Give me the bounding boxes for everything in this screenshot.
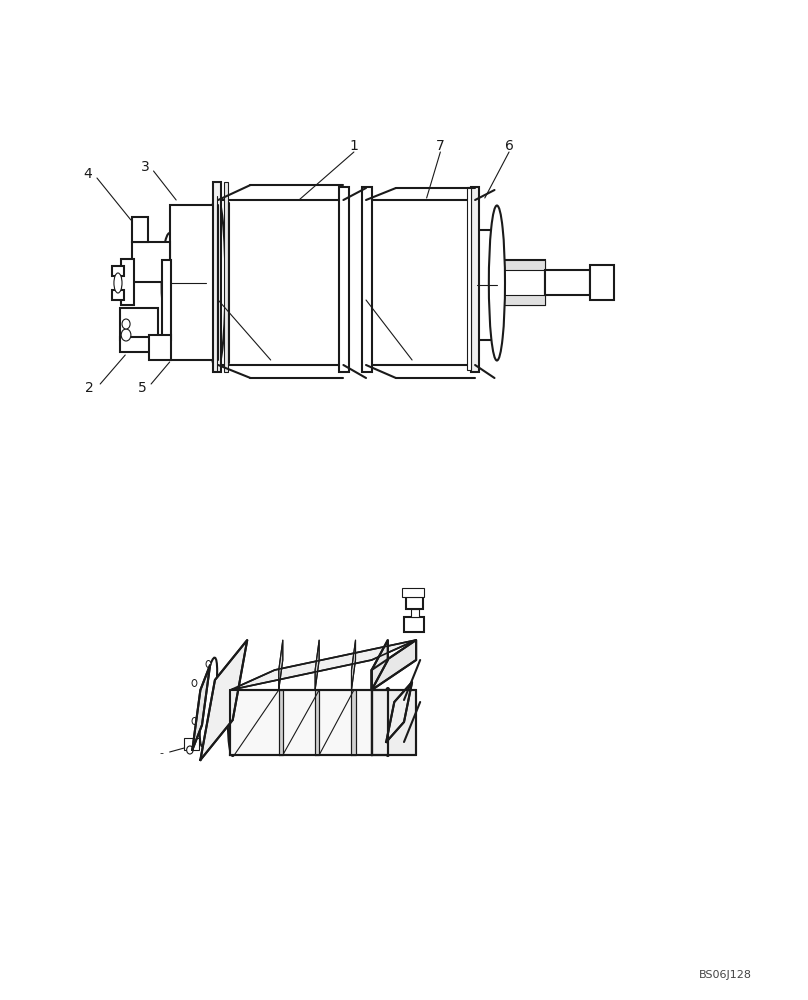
Bar: [467, 187, 471, 370]
Polygon shape: [230, 690, 372, 755]
Polygon shape: [351, 690, 356, 755]
Polygon shape: [230, 640, 416, 690]
Bar: [406, 597, 423, 609]
Ellipse shape: [200, 658, 217, 746]
Ellipse shape: [121, 329, 131, 341]
Bar: [366, 200, 475, 365]
Ellipse shape: [187, 746, 193, 754]
Polygon shape: [315, 640, 319, 690]
Bar: [501, 260, 545, 270]
Ellipse shape: [489, 206, 505, 360]
Ellipse shape: [383, 688, 393, 756]
Ellipse shape: [192, 718, 197, 724]
Ellipse shape: [220, 718, 225, 724]
Bar: [590, 265, 614, 300]
Bar: [112, 266, 124, 276]
Bar: [170, 205, 218, 360]
Ellipse shape: [208, 196, 225, 370]
Bar: [471, 187, 479, 372]
Text: 2: 2: [85, 381, 93, 395]
Bar: [339, 187, 349, 372]
Bar: [218, 200, 343, 365]
Text: BS06J128: BS06J128: [698, 970, 751, 980]
Text: 5: 5: [138, 381, 146, 395]
Text: 3: 3: [141, 160, 149, 174]
Text: 4: 4: [83, 167, 91, 181]
Polygon shape: [192, 665, 210, 750]
Ellipse shape: [192, 680, 197, 686]
Bar: [545, 270, 590, 295]
Text: 1: 1: [350, 139, 358, 153]
Polygon shape: [386, 682, 412, 742]
Bar: [501, 260, 545, 305]
Bar: [477, 230, 497, 340]
Bar: [402, 588, 424, 597]
Bar: [404, 617, 424, 632]
Ellipse shape: [122, 319, 130, 329]
Bar: [213, 182, 221, 372]
Text: -: -: [160, 748, 163, 758]
Polygon shape: [200, 640, 247, 760]
Bar: [120, 337, 170, 352]
Ellipse shape: [114, 273, 122, 293]
Bar: [162, 260, 171, 340]
Ellipse shape: [228, 688, 238, 756]
Polygon shape: [351, 640, 356, 690]
Ellipse shape: [220, 680, 225, 686]
Text: 6: 6: [505, 139, 513, 153]
Text: 7: 7: [436, 139, 444, 153]
Bar: [120, 308, 158, 340]
Bar: [112, 290, 124, 300]
Polygon shape: [372, 690, 416, 755]
Bar: [362, 187, 372, 372]
Ellipse shape: [206, 661, 211, 668]
Bar: [121, 259, 134, 305]
Polygon shape: [279, 640, 283, 690]
Polygon shape: [372, 690, 388, 755]
Polygon shape: [315, 690, 319, 755]
Bar: [149, 335, 171, 360]
Bar: [501, 295, 545, 305]
Polygon shape: [372, 640, 388, 690]
Bar: [132, 217, 148, 242]
Bar: [184, 738, 199, 750]
Polygon shape: [372, 640, 416, 690]
Bar: [132, 242, 170, 282]
Bar: [224, 182, 228, 372]
Ellipse shape: [206, 736, 211, 744]
Bar: [411, 609, 419, 617]
Polygon shape: [279, 690, 283, 755]
